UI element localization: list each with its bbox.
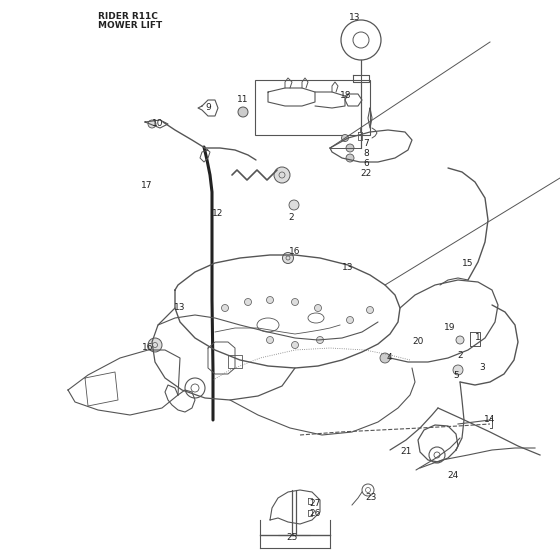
Text: 12: 12 xyxy=(212,208,223,217)
Circle shape xyxy=(292,298,298,306)
Text: 13: 13 xyxy=(342,264,354,273)
Text: 3: 3 xyxy=(479,363,485,372)
Bar xyxy=(255,80,370,135)
Text: 24: 24 xyxy=(447,470,459,479)
Text: 16: 16 xyxy=(142,343,154,352)
Text: 26: 26 xyxy=(309,510,321,519)
Circle shape xyxy=(292,342,298,348)
Text: 19: 19 xyxy=(444,324,456,333)
Text: 17: 17 xyxy=(141,180,153,189)
Circle shape xyxy=(267,296,273,304)
Text: 22: 22 xyxy=(361,170,372,179)
Circle shape xyxy=(148,338,162,352)
Text: 14: 14 xyxy=(484,416,496,424)
Text: 1: 1 xyxy=(475,334,481,343)
Text: 27: 27 xyxy=(309,500,321,508)
Text: 15: 15 xyxy=(462,259,474,268)
Text: 11: 11 xyxy=(237,96,249,105)
Circle shape xyxy=(346,154,354,162)
Text: 4: 4 xyxy=(386,353,392,362)
Text: 21: 21 xyxy=(400,447,412,456)
Text: 18: 18 xyxy=(340,91,352,100)
Circle shape xyxy=(453,365,463,375)
Text: 25: 25 xyxy=(286,533,298,542)
Circle shape xyxy=(316,337,324,343)
Text: RIDER R11C: RIDER R11C xyxy=(98,12,158,21)
Circle shape xyxy=(245,298,251,306)
Circle shape xyxy=(315,305,321,311)
Circle shape xyxy=(366,306,374,314)
Circle shape xyxy=(222,305,228,311)
Text: 23: 23 xyxy=(365,493,377,502)
Text: MOWER LIFT: MOWER LIFT xyxy=(98,21,162,30)
Circle shape xyxy=(342,134,348,142)
Text: 2: 2 xyxy=(288,213,294,222)
Circle shape xyxy=(148,120,156,128)
Text: 9: 9 xyxy=(205,104,211,113)
Text: 10: 10 xyxy=(152,119,164,128)
Text: 8: 8 xyxy=(363,148,369,157)
Text: 7: 7 xyxy=(363,138,369,147)
Text: 20: 20 xyxy=(412,338,424,347)
Text: 2: 2 xyxy=(457,352,463,361)
Text: 16: 16 xyxy=(290,248,301,256)
Circle shape xyxy=(282,253,293,264)
Text: 6: 6 xyxy=(363,158,369,167)
Circle shape xyxy=(267,337,273,343)
Circle shape xyxy=(347,316,353,324)
Circle shape xyxy=(456,336,464,344)
Circle shape xyxy=(238,107,248,117)
Circle shape xyxy=(289,200,299,210)
Circle shape xyxy=(346,144,354,152)
Text: 5: 5 xyxy=(453,371,459,380)
Text: 13: 13 xyxy=(174,304,186,312)
Circle shape xyxy=(274,167,290,183)
Text: 13: 13 xyxy=(349,13,361,22)
Circle shape xyxy=(380,353,390,363)
